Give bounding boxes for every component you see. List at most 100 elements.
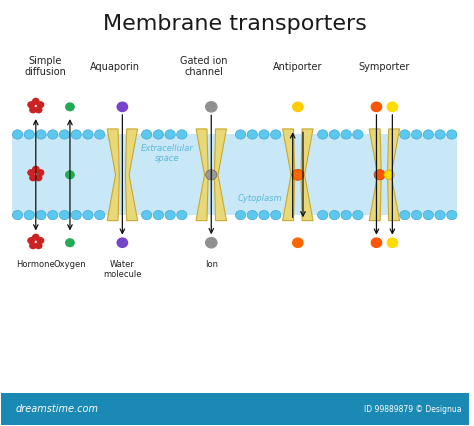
Circle shape xyxy=(36,175,42,181)
Text: ID 99889879 © Designua: ID 99889879 © Designua xyxy=(364,405,461,414)
Circle shape xyxy=(47,210,58,220)
Circle shape xyxy=(206,238,217,248)
Circle shape xyxy=(318,210,328,220)
Circle shape xyxy=(165,130,175,139)
Circle shape xyxy=(271,210,281,220)
Circle shape xyxy=(12,130,23,139)
Circle shape xyxy=(59,210,70,220)
Circle shape xyxy=(271,130,281,139)
Circle shape xyxy=(236,130,246,139)
Circle shape xyxy=(292,102,303,112)
Circle shape xyxy=(12,210,23,220)
Circle shape xyxy=(400,130,410,139)
Bar xyxy=(12,135,457,215)
Circle shape xyxy=(423,130,433,139)
Polygon shape xyxy=(369,129,381,221)
Circle shape xyxy=(24,130,35,139)
Polygon shape xyxy=(388,129,400,221)
Circle shape xyxy=(142,130,152,139)
Polygon shape xyxy=(196,129,208,221)
Circle shape xyxy=(37,170,44,176)
Circle shape xyxy=(153,130,164,139)
Circle shape xyxy=(71,130,82,139)
Circle shape xyxy=(36,243,42,249)
Text: Oxygen: Oxygen xyxy=(54,260,86,269)
Text: Cytoplasm: Cytoplasm xyxy=(238,194,283,203)
Circle shape xyxy=(30,107,36,113)
Circle shape xyxy=(411,210,422,220)
Circle shape xyxy=(153,210,164,220)
Circle shape xyxy=(384,170,394,179)
Circle shape xyxy=(33,234,39,240)
Circle shape xyxy=(400,210,410,220)
Circle shape xyxy=(117,102,128,112)
Circle shape xyxy=(329,130,339,139)
Text: Extracellular
space: Extracellular space xyxy=(140,144,193,163)
Circle shape xyxy=(117,238,128,248)
Circle shape xyxy=(341,130,351,139)
Circle shape xyxy=(94,130,105,139)
Text: Simple
diffusion: Simple diffusion xyxy=(24,56,66,77)
Circle shape xyxy=(387,238,398,248)
Circle shape xyxy=(423,210,433,220)
Circle shape xyxy=(259,130,269,139)
Text: Water
molecule: Water molecule xyxy=(103,260,142,279)
Polygon shape xyxy=(107,129,119,221)
Bar xyxy=(0,394,469,425)
Text: Antiporter: Antiporter xyxy=(273,61,323,72)
Text: Ion: Ion xyxy=(205,260,218,269)
Text: Membrane transporters: Membrane transporters xyxy=(103,14,366,34)
Circle shape xyxy=(142,210,152,220)
Circle shape xyxy=(28,102,34,108)
Circle shape xyxy=(59,130,70,139)
Circle shape xyxy=(259,210,269,220)
Polygon shape xyxy=(283,129,295,221)
Circle shape xyxy=(292,238,303,248)
Circle shape xyxy=(24,210,35,220)
Circle shape xyxy=(83,210,93,220)
Circle shape xyxy=(236,210,246,220)
Circle shape xyxy=(447,210,457,220)
Circle shape xyxy=(28,238,34,244)
Circle shape xyxy=(47,130,58,139)
Circle shape xyxy=(374,170,385,180)
Circle shape xyxy=(206,170,217,180)
Circle shape xyxy=(36,130,46,139)
Circle shape xyxy=(83,130,93,139)
Circle shape xyxy=(36,107,42,113)
Circle shape xyxy=(37,238,44,244)
Circle shape xyxy=(30,175,36,181)
Circle shape xyxy=(36,210,46,220)
Circle shape xyxy=(71,210,82,220)
Polygon shape xyxy=(126,129,137,221)
Circle shape xyxy=(94,210,105,220)
Text: dreamstime.com: dreamstime.com xyxy=(15,404,98,414)
Circle shape xyxy=(435,210,445,220)
Circle shape xyxy=(37,102,44,108)
Circle shape xyxy=(353,210,363,220)
Text: Symporter: Symporter xyxy=(359,61,410,72)
Circle shape xyxy=(447,130,457,139)
Circle shape xyxy=(66,239,74,247)
Circle shape xyxy=(165,210,175,220)
Circle shape xyxy=(28,170,34,176)
Circle shape xyxy=(247,210,257,220)
Circle shape xyxy=(33,167,39,172)
Circle shape xyxy=(66,103,74,111)
Circle shape xyxy=(387,102,398,112)
Circle shape xyxy=(206,102,217,112)
Circle shape xyxy=(353,130,363,139)
Circle shape xyxy=(318,130,328,139)
Circle shape xyxy=(371,102,382,112)
Text: Hormone: Hormone xyxy=(17,260,55,269)
Polygon shape xyxy=(214,129,227,221)
Circle shape xyxy=(435,130,445,139)
Polygon shape xyxy=(301,129,313,221)
Text: Aquaporin: Aquaporin xyxy=(91,61,140,72)
Text: Gated ion
channel: Gated ion channel xyxy=(181,56,228,77)
Circle shape xyxy=(411,130,422,139)
Circle shape xyxy=(292,169,304,180)
Circle shape xyxy=(329,210,339,220)
Circle shape xyxy=(177,130,187,139)
Circle shape xyxy=(30,243,36,249)
